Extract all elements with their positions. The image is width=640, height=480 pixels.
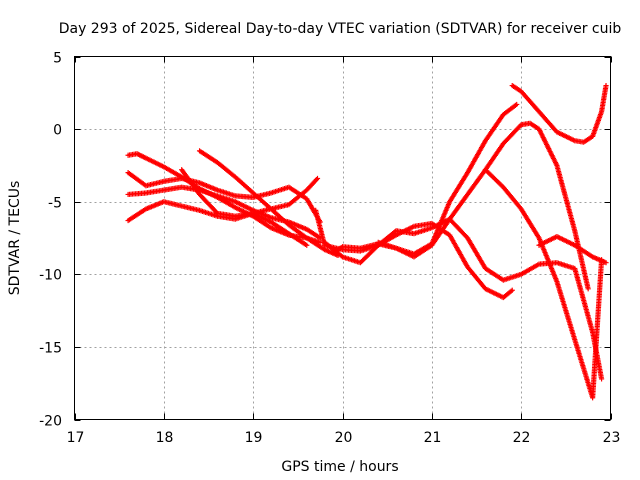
data-points <box>125 82 609 401</box>
x-tick-label: 20 <box>335 430 353 446</box>
x-tick-label: 22 <box>513 430 531 446</box>
series-track-13 <box>536 233 609 266</box>
chart-title: Day 293 of 2025, Sidereal Day-to-day VTE… <box>59 21 622 37</box>
data-point-marker <box>598 376 605 382</box>
data-point-marker <box>508 288 514 294</box>
series-track-10 <box>375 120 591 292</box>
y-tick-label: 0 <box>53 123 62 139</box>
axis-ticks: 17 18 19 20 21 22 23 5 0 -5 -10 -15 -20 <box>39 51 620 447</box>
y-tick-label: -5 <box>48 196 62 212</box>
data-point-marker <box>304 242 310 248</box>
y-tick-label: -10 <box>39 268 62 284</box>
series-track-5 <box>179 167 310 248</box>
data-point-marker <box>585 286 591 292</box>
grid <box>74 56 611 420</box>
x-tick-label: 19 <box>245 430 263 446</box>
x-tick-label: 23 <box>603 430 621 446</box>
series-track-6 <box>196 148 341 259</box>
series-track-3 <box>125 184 323 241</box>
series-track-9 <box>330 101 520 257</box>
y-tick-label: -20 <box>39 414 62 430</box>
x-tick-label: 21 <box>424 430 442 446</box>
plot-frame <box>74 56 611 420</box>
data-point-marker <box>603 82 609 89</box>
y-tick-label: -15 <box>39 341 62 357</box>
y-axis-label: SDTVAR / TECUs <box>7 181 23 296</box>
y-tick-label: 5 <box>53 51 62 67</box>
data-point-marker <box>603 260 609 266</box>
x-axis-label: GPS time / hours <box>281 459 398 475</box>
x-tick-label: 17 <box>67 430 85 446</box>
x-tick-label: 18 <box>156 430 174 446</box>
data-point-marker <box>509 287 515 293</box>
series-track-2 <box>125 170 323 225</box>
data-point-marker <box>514 101 520 108</box>
series-track-12 <box>509 82 609 145</box>
data-point-marker <box>314 175 321 182</box>
